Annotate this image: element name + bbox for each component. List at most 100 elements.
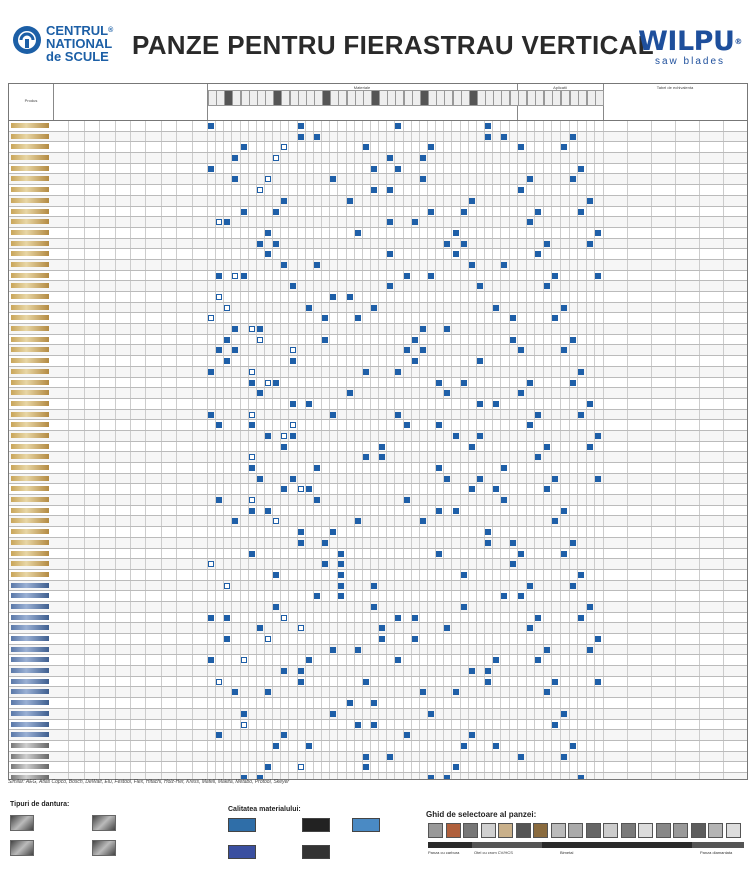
application-mark — [552, 518, 559, 525]
material-cell — [378, 259, 388, 270]
equivalent-cell — [699, 185, 724, 195]
blade-thumbnail — [11, 678, 49, 684]
application-cell — [543, 185, 553, 195]
equivalent-cell — [627, 238, 652, 249]
material-cell — [313, 206, 323, 217]
material-cell — [452, 270, 461, 281]
material-cell — [492, 163, 502, 174]
spec-cell — [145, 698, 162, 708]
spec-cell — [84, 601, 101, 612]
suitability-mark — [395, 123, 402, 129]
material-cell — [394, 270, 404, 281]
spec-cell — [115, 388, 131, 398]
equivalent-cell — [603, 548, 628, 559]
suitability-mark — [485, 123, 492, 129]
material-cell — [223, 238, 233, 249]
suitability-mark — [362, 144, 369, 151]
equivalent-cell — [603, 441, 628, 452]
material-cell — [297, 153, 306, 163]
material-cell — [452, 142, 461, 153]
spec-cell — [84, 163, 101, 174]
material-cell — [297, 131, 306, 142]
material-cell — [329, 259, 339, 270]
table-body — [9, 121, 747, 779]
application-mark — [561, 753, 567, 760]
application-cell — [551, 217, 561, 227]
material-cell — [411, 195, 420, 206]
application-cell — [586, 185, 596, 195]
material-cell — [354, 195, 363, 206]
material-cell — [386, 142, 396, 153]
equivalent-cell — [699, 409, 724, 420]
equivalent-cell — [627, 281, 652, 291]
spec-cell — [192, 452, 208, 462]
equivalent-cell — [675, 751, 700, 762]
material-cell — [272, 185, 282, 195]
table-header: Produs Materiale Aplicatii Tabel de echi… — [9, 84, 747, 121]
table-row — [9, 730, 747, 741]
spec-cell — [68, 762, 85, 772]
material-cell — [337, 185, 347, 195]
application-mark — [569, 336, 576, 343]
spec-cell — [99, 473, 116, 484]
equivalent-cell — [627, 740, 652, 751]
spec-cell — [161, 259, 178, 270]
suitability-mark — [313, 593, 320, 600]
material-cell — [403, 131, 412, 142]
equivalent-cell — [723, 570, 747, 580]
spec-cell — [145, 142, 162, 153]
material-cell — [215, 142, 225, 153]
spec-cell — [84, 634, 101, 644]
material-cell — [272, 131, 282, 142]
suitability-mark — [289, 432, 296, 439]
spec-cell — [53, 420, 70, 430]
spec-cell — [99, 345, 116, 356]
application-cell — [517, 131, 527, 142]
material-cell — [248, 163, 257, 174]
material-cell — [272, 249, 282, 259]
spec-cell — [68, 644, 85, 655]
material-cell — [468, 185, 477, 195]
application-cell — [534, 121, 544, 131]
application-cell — [526, 174, 536, 185]
suitability-mark — [216, 272, 223, 279]
spec-cell — [145, 505, 162, 516]
equivalent-cell — [651, 441, 676, 452]
spec-cell — [161, 227, 178, 238]
material-cell — [443, 121, 453, 131]
spec-cell — [145, 655, 162, 666]
spec-cell — [145, 388, 162, 398]
suitability-mark — [248, 368, 255, 375]
equivalent-cell — [627, 142, 652, 153]
spec-cell — [130, 313, 147, 324]
application-cell — [543, 153, 553, 163]
suitability-mark — [501, 261, 508, 268]
suitability-mark — [395, 657, 402, 664]
material-cell — [370, 259, 380, 270]
material-cell — [411, 121, 420, 131]
material-cell — [329, 249, 339, 259]
material-cell — [354, 206, 363, 217]
equivalent-cell — [675, 676, 700, 687]
material-cell — [492, 195, 502, 206]
spec-cell — [84, 463, 101, 473]
suitability-mark — [444, 625, 451, 632]
equivalent-cell — [603, 163, 628, 174]
table-row — [9, 687, 747, 699]
equivalent-cell — [675, 687, 700, 698]
spec-cell — [99, 398, 116, 409]
spec-cell — [176, 302, 193, 313]
spec-cell — [176, 473, 193, 484]
material-cell — [297, 163, 306, 174]
spec-cell — [161, 430, 178, 441]
equivalent-cell — [651, 131, 676, 142]
equivalent-cell — [603, 377, 628, 388]
application-mark — [518, 144, 524, 151]
equivalent-cell — [651, 259, 676, 270]
material-cell — [256, 163, 266, 174]
table-row — [9, 281, 747, 292]
selector-material-icon — [655, 823, 671, 838]
equivalent-cell — [675, 559, 700, 569]
material-cell — [313, 142, 323, 153]
equivalent-cell — [675, 163, 700, 174]
